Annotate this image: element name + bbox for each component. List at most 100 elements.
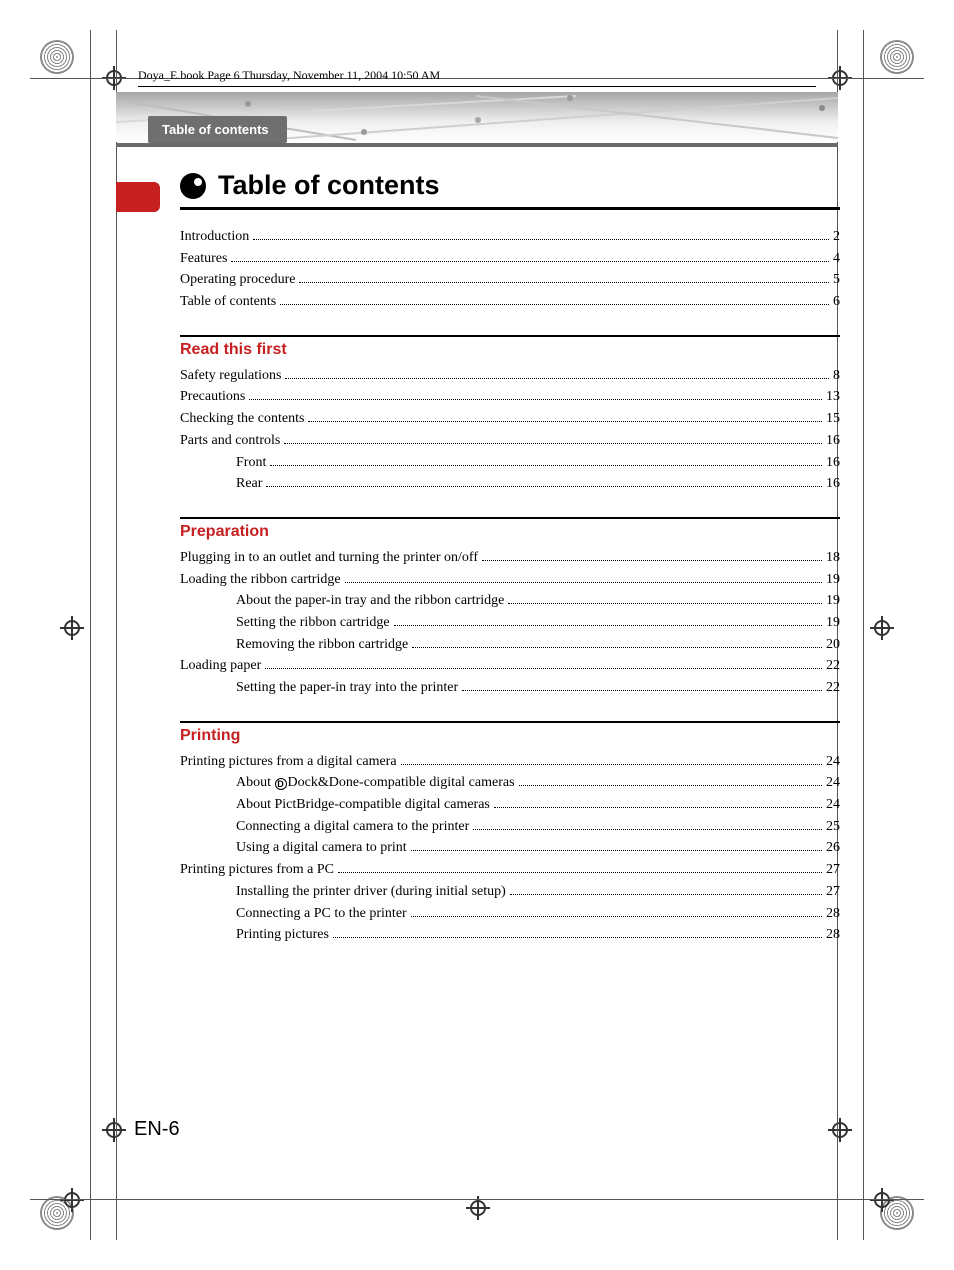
toc-entry[interactable]: Printing pictures 28 xyxy=(180,924,840,946)
toc-entry-label: Removing the ribbon cartridge xyxy=(236,634,408,656)
toc-entry[interactable]: Printing pictures from a PC 27 xyxy=(180,859,840,881)
registration-mark-icon xyxy=(880,40,914,74)
toc-entry-page: 25 xyxy=(826,816,840,838)
toc-entry-page: 16 xyxy=(826,473,840,495)
toc-entry-page: 24 xyxy=(826,751,840,773)
toc-entry[interactable]: Front 16 xyxy=(180,452,840,474)
toc-entry-page: 16 xyxy=(826,452,840,474)
toc-entry-page: 22 xyxy=(826,655,840,677)
registration-mark-icon xyxy=(40,40,74,74)
toc-entry-label: Setting the paper-in tray into the print… xyxy=(236,677,458,699)
toc-leader-dots xyxy=(249,392,822,400)
toc-entry[interactable]: About the paper-in tray and the ribbon c… xyxy=(180,590,840,612)
toc-entry-label: About PictBridge-compatible digital came… xyxy=(236,794,490,816)
toc-leader-dots xyxy=(519,778,822,786)
toc-entry-label: Introduction xyxy=(180,226,249,248)
toc-entry[interactable]: Loading paper 22 xyxy=(180,655,840,677)
toc-entry[interactable]: Connecting a PC to the printer 28 xyxy=(180,903,840,925)
toc-entry-page: 19 xyxy=(826,612,840,634)
toc-entry-label: Printing pictures xyxy=(236,924,329,946)
toc-entry-label: Connecting a digital camera to the print… xyxy=(236,816,469,838)
toc-entry-label: Printing pictures from a PC xyxy=(180,859,334,881)
section-heading: Read this first xyxy=(180,341,840,359)
toc-leader-dots xyxy=(411,843,822,851)
toc-entry[interactable]: Printing pictures from a digital camera … xyxy=(180,751,840,773)
toc-entry-page: 13 xyxy=(826,386,840,408)
toc-entry-label: Using a digital camera to print xyxy=(236,837,407,859)
toc-leader-dots xyxy=(333,930,822,938)
section-rule xyxy=(180,721,840,723)
toc-entry-label: Installing the printer driver (during in… xyxy=(236,881,506,903)
toc-entry[interactable]: Features 4 xyxy=(180,248,840,270)
toc-entry-page: 2 xyxy=(833,226,840,248)
toc-leader-dots xyxy=(253,232,829,240)
document-page: Doya_E.book Page 6 Thursday, November 11… xyxy=(0,0,954,1270)
crop-mark-icon xyxy=(870,616,894,640)
toc-leader-dots xyxy=(265,661,822,669)
toc-entry-label: Features xyxy=(180,248,227,270)
toc-entry-page: 24 xyxy=(826,794,840,816)
toc-entry[interactable]: About PictBridge-compatible digital came… xyxy=(180,794,840,816)
toc-leader-dots xyxy=(482,552,822,560)
dock-and-done-icon: D xyxy=(275,778,287,790)
crop-mark-icon xyxy=(60,1188,84,1212)
toc-leader-dots xyxy=(508,596,822,604)
toc-entry[interactable]: About DDock&Done-compatible digital came… xyxy=(180,772,840,794)
toc-entry[interactable]: Connecting a digital camera to the print… xyxy=(180,816,840,838)
toc-leader-dots xyxy=(270,457,822,465)
toc-entry[interactable]: Parts and controls 16 xyxy=(180,430,840,452)
toc-entry-page: 20 xyxy=(826,634,840,656)
toc-leader-dots xyxy=(462,683,822,691)
toc-leader-dots xyxy=(280,297,829,305)
toc-leader-dots xyxy=(510,886,822,894)
header-tab-label: Table of contents xyxy=(148,116,287,143)
toc-entry-page: 22 xyxy=(826,677,840,699)
toc-entry-label: Rear xyxy=(236,473,262,495)
content-column: Table of contents Introduction 2Features… xyxy=(180,170,840,968)
toc-entry-label: Front xyxy=(236,452,266,474)
toc-leader-dots xyxy=(412,639,822,647)
toc-entry-label: Checking the contents xyxy=(180,408,304,430)
toc-entry[interactable]: Installing the printer driver (during in… xyxy=(180,881,840,903)
title-rule xyxy=(180,207,840,210)
toc-entry[interactable]: Removing the ribbon cartridge 20 xyxy=(180,634,840,656)
toc-entry[interactable]: Checking the contents 15 xyxy=(180,408,840,430)
toc-section: Read this first Safety regulations 8Preca… xyxy=(180,335,840,495)
toc-entry-label: Plugging in to an outlet and turning the… xyxy=(180,547,478,569)
crop-mark-icon xyxy=(102,1118,126,1142)
toc-entry[interactable]: Using a digital camera to print 26 xyxy=(180,837,840,859)
toc-entry-label: Setting the ribbon cartridge xyxy=(236,612,390,634)
toc-entry[interactable]: Safety regulations 8 xyxy=(180,365,840,387)
toc-leader-dots xyxy=(411,908,822,916)
section-rule xyxy=(180,335,840,337)
toc-leader-dots xyxy=(266,479,822,487)
toc-entry-page: 27 xyxy=(826,881,840,903)
toc-entry[interactable]: Operating procedure 5 xyxy=(180,269,840,291)
toc-leader-dots xyxy=(299,275,829,283)
toc-entry[interactable]: Setting the ribbon cartridge 19 xyxy=(180,612,840,634)
section-heading: Preparation xyxy=(180,523,840,541)
toc-entry[interactable]: Introduction 2 xyxy=(180,226,840,248)
toc-entry-page: 19 xyxy=(826,569,840,591)
crop-mark-icon xyxy=(60,616,84,640)
toc-entry[interactable]: Table of contents 6 xyxy=(180,291,840,313)
toc-entry-page: 28 xyxy=(826,903,840,925)
toc-section: Preparation Plugging in to an outlet and … xyxy=(180,517,840,699)
toc-entry-page: 19 xyxy=(826,590,840,612)
toc-leader-dots xyxy=(473,821,822,829)
toc-leader-dots xyxy=(231,253,829,261)
toc-entry[interactable]: Plugging in to an outlet and turning the… xyxy=(180,547,840,569)
toc-entry-page: 26 xyxy=(826,837,840,859)
toc-entry-label: Loading the ribbon cartridge xyxy=(180,569,341,591)
crop-mark-icon xyxy=(828,1118,852,1142)
title-row: Table of contents xyxy=(180,170,840,201)
crop-mark-icon xyxy=(870,1188,894,1212)
toc-entry[interactable]: Setting the paper-in tray into the print… xyxy=(180,677,840,699)
toc-entry[interactable]: Rear 16 xyxy=(180,473,840,495)
toc-entry[interactable]: Precautions 13 xyxy=(180,386,840,408)
toc-entry-label: Printing pictures from a digital camera xyxy=(180,751,397,773)
toc-leader-dots xyxy=(494,800,822,808)
toc-entry-page: 27 xyxy=(826,859,840,881)
toc-entry-label: Operating procedure xyxy=(180,269,295,291)
toc-entry[interactable]: Loading the ribbon cartridge 19 xyxy=(180,569,840,591)
